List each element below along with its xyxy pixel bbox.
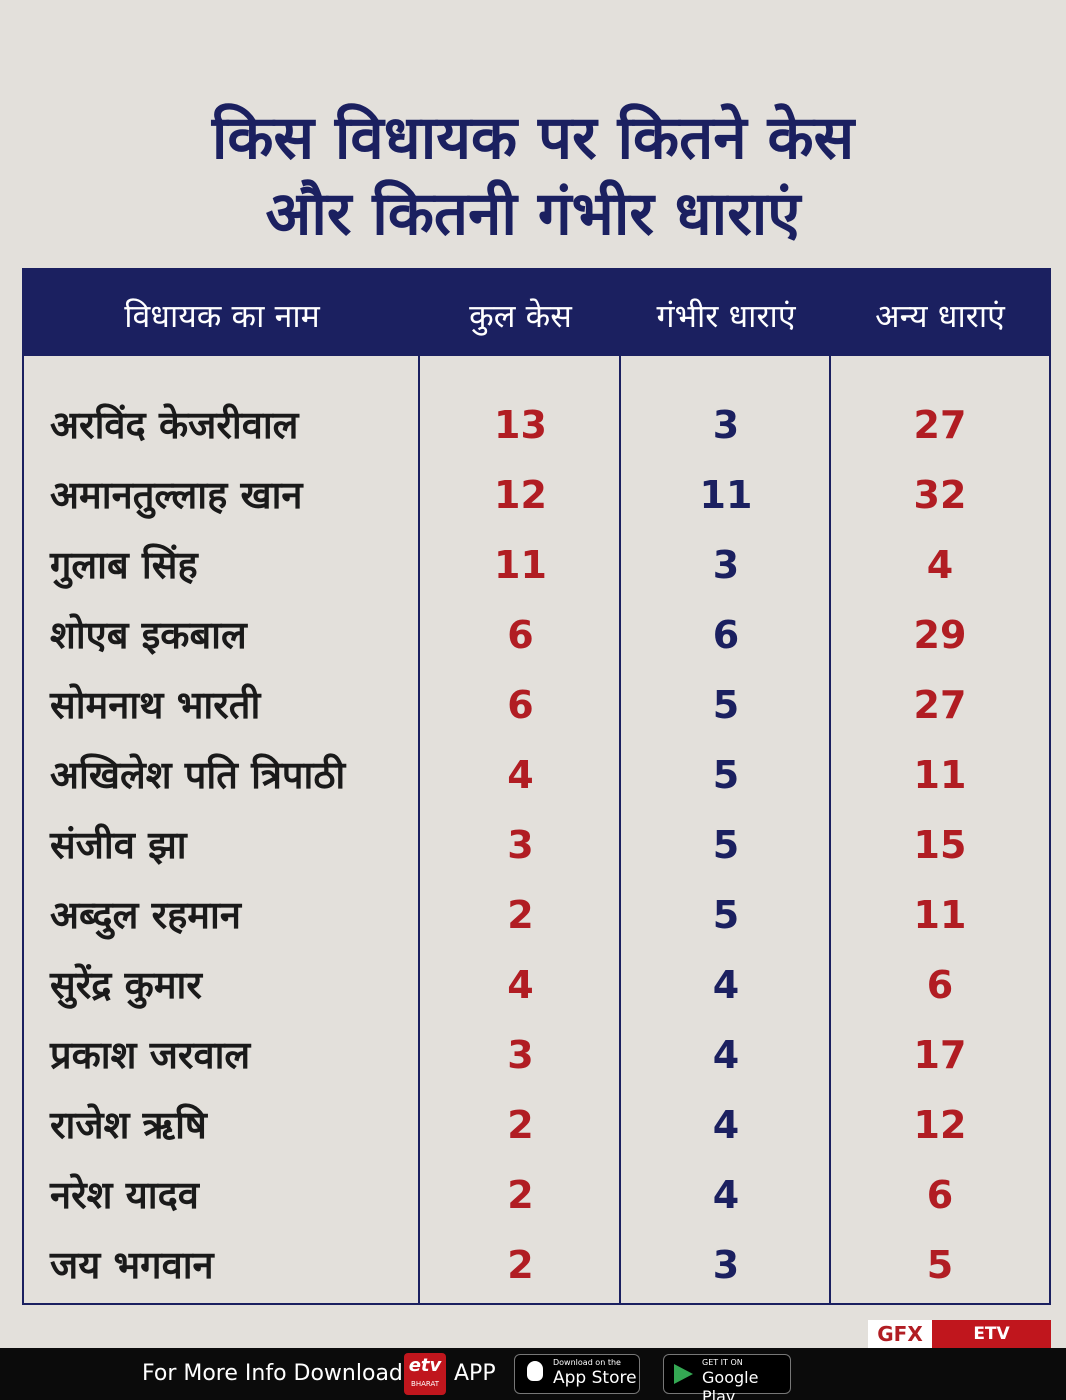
member-name: शोएब इकबाल xyxy=(50,613,247,657)
cell-number: 4 xyxy=(507,963,534,1007)
play-badge[interactable]: GET IT ON Google Play xyxy=(663,1354,791,1400)
cell-number: 4 xyxy=(926,543,954,587)
cell-number: 3 xyxy=(712,403,740,447)
cell-number: 13 xyxy=(494,403,547,447)
cell-number: 2 xyxy=(507,893,534,937)
app-label: APP xyxy=(454,1361,496,1386)
cell-number: 11 xyxy=(913,893,967,937)
cell-number: 12 xyxy=(913,1103,967,1147)
footer-text: For More Info Download xyxy=(142,1361,403,1386)
title-line: और कितनी गंभीर धाराएं xyxy=(265,179,801,249)
cell-number: 4 xyxy=(507,753,534,797)
cell-number: 27 xyxy=(913,683,967,727)
title-line: किस विधायक पर कितने केस xyxy=(211,103,855,173)
member-name: अखिलेश पति त्रिपाठी xyxy=(50,753,346,797)
cell-number: 2 xyxy=(507,1173,534,1217)
cell-number: 11 xyxy=(494,543,547,587)
footer-bar: For More Info Download etv BHARAT APP Do… xyxy=(0,1348,1066,1400)
cell-number: 3 xyxy=(507,1033,534,1077)
cell-number: 5 xyxy=(712,893,740,937)
etv-logo[interactable]: etv BHARAT xyxy=(404,1353,446,1395)
column-divider xyxy=(829,356,831,1303)
logo-text: BHARAT xyxy=(411,1380,439,1388)
member-name: अरविंद केजरीवाल xyxy=(50,403,299,447)
cell-number: 11 xyxy=(913,753,967,797)
badge-small: Download on the xyxy=(553,1358,621,1367)
brand-label: ETV BHARAT xyxy=(932,1320,1051,1372)
gfx-label: GFX xyxy=(868,1320,932,1348)
header-cell: कुल केस xyxy=(469,297,572,335)
cell-number: 3 xyxy=(712,543,740,587)
column-divider xyxy=(619,356,621,1303)
cell-number: 4 xyxy=(712,963,740,1007)
member-name: संजीव झा xyxy=(50,823,187,867)
badge-small: GET IT ON xyxy=(702,1358,743,1367)
member-name: जय भगवान xyxy=(50,1243,214,1287)
cell-number: 4 xyxy=(712,1103,740,1147)
cell-number: 15 xyxy=(913,823,967,867)
member-name: अब्दुल रहमान xyxy=(50,893,241,937)
cell-number: 4 xyxy=(712,1173,740,1217)
cell-number: 3 xyxy=(712,1243,740,1287)
cell-number: 6 xyxy=(507,613,534,657)
cell-number: 29 xyxy=(913,613,967,657)
member-name: सोमनाथ भारती xyxy=(50,683,261,727)
cell-number: 5 xyxy=(712,683,740,727)
cell-number: 5 xyxy=(712,753,740,797)
cell-number: 6 xyxy=(926,963,954,1007)
table: विधायक का नाम कुल केस गंभीर धाराएं अन्य धार… xyxy=(22,268,1051,1305)
member-name: राजेश ऋषि xyxy=(50,1103,207,1147)
cell-number: 5 xyxy=(712,823,740,867)
member-name: नरेश यादव xyxy=(50,1173,199,1217)
app-store-badge[interactable]: Download on the App Store xyxy=(514,1354,640,1394)
column-divider xyxy=(418,356,420,1303)
cell-number: 2 xyxy=(507,1103,534,1147)
cell-number: 6 xyxy=(507,683,534,727)
cell-number: 3 xyxy=(507,823,534,867)
badge-text: Google Play xyxy=(702,1368,759,1400)
cell-number: 27 xyxy=(913,403,967,447)
play-icon xyxy=(674,1364,693,1384)
header-cell: अन्य धाराएं xyxy=(875,297,1005,335)
cell-number: 4 xyxy=(712,1033,740,1077)
cell-number: 32 xyxy=(913,473,967,517)
header-cell: विधायक का नाम xyxy=(124,297,320,335)
cell-number: 17 xyxy=(913,1033,967,1077)
member-name: अमानतुल्लाह खान xyxy=(50,473,303,517)
cell-number: 5 xyxy=(926,1243,954,1287)
member-name: गुलाब सिंह xyxy=(50,543,198,587)
logo-text: etv xyxy=(408,1355,442,1376)
badge-text: App Store xyxy=(553,1368,637,1388)
header-cell: गंभीर धाराएं xyxy=(656,297,796,335)
cell-number: 6 xyxy=(926,1173,954,1217)
cell-number: 6 xyxy=(712,613,740,657)
cell-number: 11 xyxy=(699,473,753,517)
member-name: प्रकाश जरवाल xyxy=(50,1033,251,1077)
table-header: विधायक का नाम कुल केस गंभीर धाराएं अन्य धार… xyxy=(24,270,1049,356)
apple-icon xyxy=(527,1361,543,1381)
member-name: सुरेंद्र कुमार xyxy=(50,963,202,1007)
cell-number: 12 xyxy=(494,473,547,517)
cell-number: 2 xyxy=(507,1243,534,1287)
